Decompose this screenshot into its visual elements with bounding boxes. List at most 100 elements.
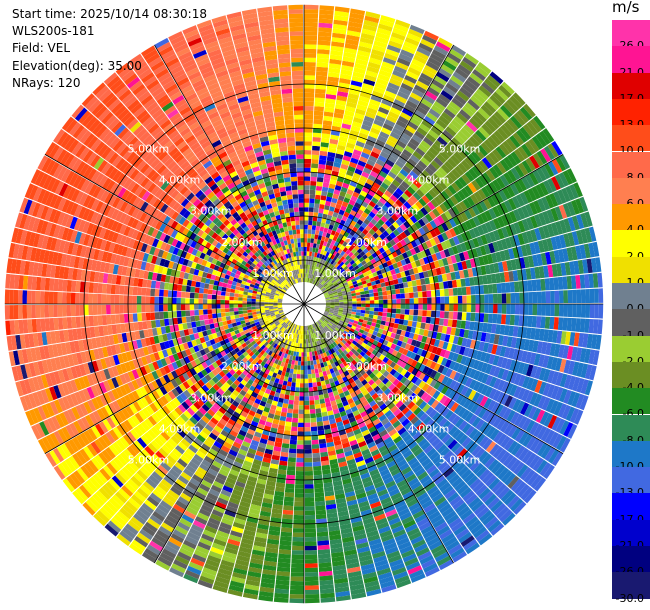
velocity-gate [545,342,552,356]
velocity-gate [353,251,360,257]
velocity-gate [400,330,406,337]
velocity-gate [334,304,340,306]
velocity-gate [588,319,594,334]
velocity-gate [310,417,317,423]
velocity-gate [450,327,457,336]
velocity-gate [582,333,589,348]
velocity-gate [304,558,318,564]
velocity-gate [332,315,337,319]
velocity-gate [322,182,330,188]
velocity-gate [284,394,290,400]
velocity-gate [304,260,307,265]
velocity-gate [296,347,300,353]
velocity-gate [310,242,314,248]
velocity-gate [484,386,493,398]
velocity-gate [399,111,412,121]
velocity-gate [485,474,497,487]
velocity-gate [367,285,373,290]
velocity-gate [435,310,441,318]
velocity-gate [444,436,455,447]
velocity-gate [510,115,523,129]
velocity-gate [415,201,424,210]
velocity-gate [443,281,449,289]
velocity-gate [307,264,311,270]
velocity-gate [444,160,454,171]
velocity-gate [351,121,362,128]
velocity-gate [409,292,414,299]
velocity-gate [329,309,335,312]
velocity-gate [496,161,507,174]
velocity-gate [333,310,339,313]
velocity-gate [349,209,357,217]
velocity-gate [351,311,357,315]
velocity-gate [283,501,294,507]
velocity-gate [429,361,437,370]
velocity-gate [364,327,370,333]
velocity-gate [338,209,345,216]
velocity-gate [386,260,393,267]
velocity-gate [546,237,554,251]
velocity-gate [414,378,423,387]
velocity-gate [525,452,537,467]
velocity-gate [339,328,345,333]
velocity-gate [450,154,461,166]
velocity-gate [350,316,355,321]
velocity-gate [393,23,409,33]
velocity-gate [510,478,523,492]
velocity-gate [363,78,376,87]
velocity-gate [469,277,475,286]
velocity-gate [453,151,464,163]
velocity-gate [419,185,428,195]
velocity-gate [406,70,419,81]
velocity-gate [435,296,441,304]
velocity-gate [572,304,577,318]
velocity-gate [456,244,463,254]
velocity-gate [323,111,334,117]
velocity-gate [410,274,416,281]
velocity-gate [392,163,402,172]
velocity-gate [440,296,445,304]
velocity-gate [298,409,304,415]
velocity-gate [394,283,400,290]
velocity-gate [386,186,395,195]
velocity-gate [591,334,598,349]
velocity-gate [403,282,409,288]
velocity-gate [304,176,311,181]
velocity-gate [435,304,441,311]
velocity-gate [467,207,477,218]
velocity-gate [429,229,437,238]
velocity-gate [360,312,365,317]
velocity-gate [535,184,545,198]
velocity-gate [367,135,377,143]
velocity-gate [454,417,465,428]
velocity-gate [394,175,404,184]
velocity-gate [295,479,304,485]
velocity-gate [542,225,551,239]
velocity-gate [354,351,360,357]
velocity-gate [374,304,379,308]
velocity-gate [597,272,603,288]
velocity-gate [423,115,436,126]
velocity-gate [329,308,335,311]
velocity-gate [352,71,365,79]
velocity-gate [406,381,415,390]
velocity-gate [378,328,384,334]
velocity-gate [530,365,538,378]
velocity-gate [595,257,602,273]
velocity-gate [542,128,555,143]
velocity-gate [528,138,540,153]
velocity-gate [362,147,372,155]
velocity-gate [399,384,407,392]
velocity-gate [346,340,352,346]
velocity-gate [471,179,481,191]
velocity-gate [311,163,319,169]
velocity-gate [516,349,524,362]
velocity-gate [368,347,375,353]
velocity-gate [323,283,328,288]
velocity-gate [304,369,308,375]
velocity-gate [336,314,342,319]
velocity-gate [305,563,318,568]
velocity-gate [344,328,350,333]
velocity-gate [337,254,343,260]
velocity-gate [460,127,472,139]
